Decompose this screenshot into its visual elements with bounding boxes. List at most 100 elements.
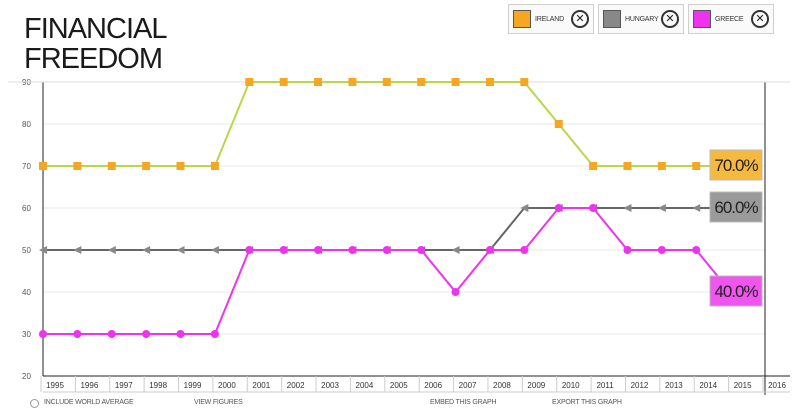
data-point — [692, 162, 701, 170]
data-point — [245, 78, 254, 86]
x-tick-label: 2012 — [631, 381, 649, 390]
data-point — [314, 78, 323, 86]
x-tick-label: 2004 — [356, 381, 374, 390]
legend-item-ireland[interactable]: IRELAND ✕ — [508, 4, 594, 34]
x-tick-label: 2010 — [562, 381, 580, 390]
end-label: 70.0% — [714, 156, 758, 175]
legend-item-hungary[interactable]: HUNGARY ✕ — [598, 4, 684, 34]
legend-label: HUNGARY — [625, 15, 659, 23]
ireland-swatch — [513, 10, 531, 28]
x-tick-label: 2014 — [699, 381, 717, 390]
y-tick-label: 20 — [22, 372, 31, 381]
data-point — [142, 162, 151, 170]
world-average-toggle[interactable]: INCLUDE WORLD AVERAGE — [44, 399, 134, 406]
x-tick-label: 2002 — [287, 381, 305, 390]
end-label: 60.0% — [714, 198, 758, 217]
export-graph-link[interactable]: EXPORT THIS GRAPH — [552, 399, 622, 406]
data-point — [73, 246, 82, 254]
x-tick-label: 2016 — [768, 381, 786, 390]
page-title: FINANCIAL FREEDOM — [24, 13, 166, 75]
data-point — [451, 78, 460, 86]
data-point — [417, 78, 426, 86]
series-line-hungary — [43, 207, 731, 251]
data-point — [39, 162, 47, 170]
legend: IRELAND ✕ HUNGARY ✕ GREECE ✕ — [508, 4, 774, 34]
data-point — [623, 246, 632, 254]
chart-grid — [43, 81, 765, 377]
data-point — [382, 246, 391, 254]
greece-swatch — [693, 10, 711, 28]
end-label-box — [709, 191, 763, 223]
data-point — [589, 204, 598, 212]
x-tick-label: 2009 — [527, 381, 545, 390]
data-point — [451, 288, 460, 296]
data-point — [176, 246, 185, 254]
data-point — [73, 162, 82, 170]
view-figures-link[interactable]: VIEW FIGURES — [194, 399, 243, 406]
y-tick-label: 70 — [22, 162, 31, 171]
data-point — [554, 120, 563, 128]
data-point — [657, 204, 666, 212]
y-tick-label: 50 — [22, 246, 31, 255]
data-point — [692, 204, 701, 212]
data-point — [657, 162, 666, 170]
data-point — [485, 246, 494, 254]
data-point — [210, 246, 219, 254]
y-tick-label: 60 — [22, 204, 31, 213]
x-tick-label: 2000 — [218, 381, 236, 390]
x-tick-label: 2006 — [424, 381, 442, 390]
data-point — [314, 246, 323, 254]
x-tick-label: 2001 — [252, 381, 270, 390]
legend-label: IRELAND — [535, 15, 564, 23]
y-tick-label: 30 — [22, 330, 31, 339]
end-label-box — [709, 149, 763, 181]
x-tick-label: 2007 — [459, 381, 477, 390]
end-label: 40.0% — [714, 282, 758, 301]
x-tick-label: 2015 — [734, 381, 752, 390]
x-tick-label: 2013 — [665, 381, 683, 390]
world-average-checkbox[interactable] — [30, 399, 39, 408]
chart-end-labels: 70.0% 60.0% 40.0% — [709, 149, 763, 307]
x-tick-label: 1998 — [149, 381, 167, 390]
legend-item-greece[interactable]: GREECE ✕ — [688, 4, 774, 34]
data-point — [520, 78, 529, 86]
data-point — [245, 246, 254, 254]
series-line-greece — [43, 207, 732, 335]
data-point — [520, 246, 529, 254]
data-point — [107, 330, 116, 338]
y-tick-label: 40 — [22, 288, 31, 297]
data-point — [107, 246, 116, 254]
data-point — [657, 246, 666, 254]
data-point — [142, 330, 151, 338]
data-point — [382, 78, 391, 86]
data-point — [623, 204, 632, 212]
x-tick-label: 2011 — [596, 381, 614, 390]
data-point — [210, 162, 219, 170]
data-point — [142, 246, 151, 254]
data-point — [39, 246, 47, 254]
data-point — [176, 330, 185, 338]
data-point — [417, 246, 426, 254]
data-point — [348, 78, 357, 86]
data-point — [485, 78, 494, 86]
data-point — [692, 246, 701, 254]
data-point — [279, 246, 288, 254]
data-point — [176, 162, 185, 170]
data-point — [589, 162, 598, 170]
close-icon[interactable]: ✕ — [661, 10, 679, 28]
data-point — [107, 162, 116, 170]
end-label-box — [709, 275, 763, 307]
close-icon[interactable]: ✕ — [751, 10, 769, 28]
data-point — [554, 204, 563, 212]
close-icon[interactable]: ✕ — [571, 10, 589, 28]
data-point — [210, 330, 219, 338]
hungary-swatch — [603, 10, 621, 28]
data-point — [451, 246, 460, 254]
data-point — [623, 162, 632, 170]
embed-graph-link[interactable]: EMBED THIS GRAPH — [430, 399, 497, 406]
data-point — [348, 246, 357, 254]
data-point — [39, 330, 47, 338]
chart-series — [39, 78, 735, 338]
